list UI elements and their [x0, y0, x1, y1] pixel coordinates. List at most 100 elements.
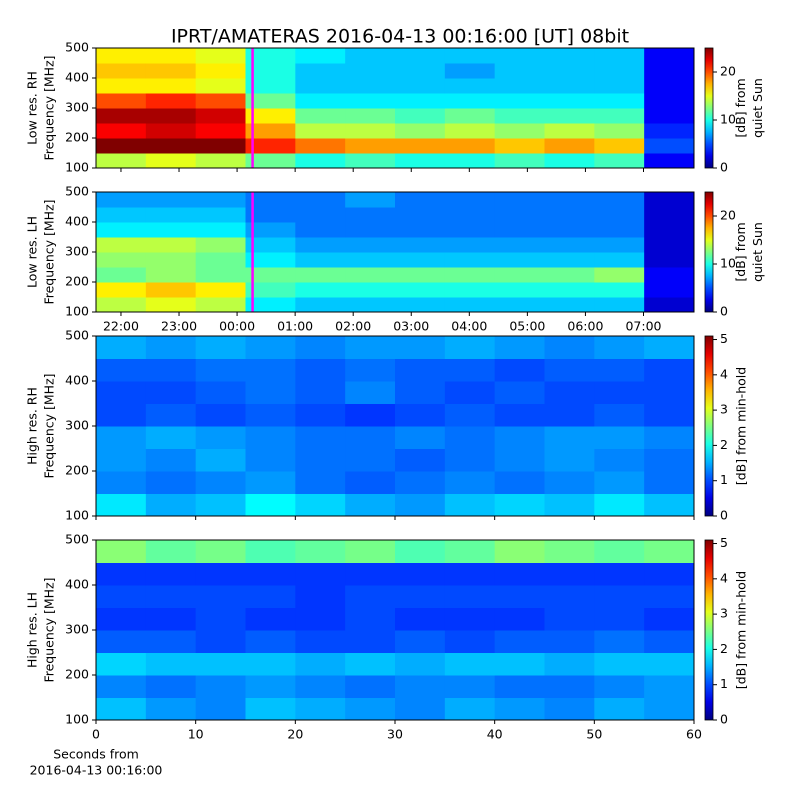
- heatmap-cell: [245, 540, 296, 563]
- y-axis-label: Low res. LH: [25, 216, 40, 288]
- y-axis-label: Frequency [MHz]: [42, 373, 57, 478]
- x-tick-label: 05:00: [509, 319, 545, 334]
- heatmap-cell: [644, 381, 695, 404]
- heatmap-cell: [295, 93, 346, 109]
- heatmap-cell: [145, 63, 197, 79]
- y-axis-label: Frequency [MHz]: [42, 199, 57, 304]
- colorbar-tick-label: 3: [720, 402, 728, 417]
- heatmap-cell: [345, 630, 396, 653]
- heatmap-cell: [544, 78, 595, 94]
- x-tick-label: 04:00: [451, 319, 487, 334]
- heatmap-cell: [96, 267, 147, 283]
- heatmap-cell: [594, 493, 645, 517]
- heatmap-cell: [295, 607, 346, 631]
- heatmap-cell: [245, 471, 296, 494]
- heatmap-cell: [345, 697, 396, 721]
- heatmap-cell: [644, 123, 695, 139]
- heatmap-cell: [195, 697, 246, 721]
- colorbar: [704, 191, 714, 313]
- heatmap-cell: [295, 540, 346, 563]
- heatmap-cell: [245, 252, 296, 268]
- heatmap-cell: [594, 297, 645, 313]
- heatmap-cell: [345, 607, 396, 631]
- chart-title: IPRT/AMATERAS 2016-04-13 00:16:00 [UT] 0…: [171, 26, 629, 48]
- heatmap-cell: [444, 138, 496, 154]
- heatmap-cell: [145, 252, 197, 268]
- heatmap-cell: [395, 585, 446, 608]
- heatmap-cell: [544, 252, 595, 268]
- heatmap-cell: [494, 222, 545, 238]
- colorbar: [704, 539, 714, 721]
- heatmap-cell: [345, 138, 396, 154]
- heatmap-cell: [295, 123, 346, 139]
- heatmap-cell: [644, 93, 695, 109]
- heatmap-cell: [145, 267, 197, 283]
- heatmap-cell: [345, 493, 396, 517]
- heatmap-cell: [195, 403, 246, 427]
- heatmap-cell: [444, 336, 496, 359]
- heatmap-cell: [295, 493, 346, 517]
- heatmap-cell: [544, 222, 595, 238]
- heatmap-cell: [245, 493, 296, 517]
- x-tick-label: 0: [92, 727, 100, 742]
- heatmap-cell: [145, 652, 197, 676]
- heatmap-cell: [395, 358, 446, 382]
- heatmap-cell: [644, 697, 695, 721]
- heatmap-cell: [494, 652, 545, 676]
- heatmap-cell: [395, 426, 446, 449]
- heatmap-cell: [395, 282, 446, 298]
- heatmap-cell: [96, 403, 147, 427]
- heatmap-cell: [245, 448, 296, 472]
- heatmap-cell: [96, 297, 147, 313]
- heatmap-cell: [295, 585, 346, 608]
- heatmap-cell: [295, 675, 346, 698]
- heatmap-cell: [644, 78, 695, 94]
- heatmap-cell: [245, 108, 296, 124]
- heatmap-cell: [295, 562, 346, 586]
- colorbar-tick-label: 10: [720, 256, 736, 271]
- heatmap-cell: [544, 93, 595, 109]
- heatmap-cell: [295, 471, 346, 494]
- heatmap-cell: [96, 607, 147, 631]
- heatmap-cell: [444, 675, 496, 698]
- heatmap-cell: [96, 222, 147, 238]
- heatmap-cell: [444, 403, 496, 427]
- heatmap-cell: [395, 192, 446, 208]
- heatmap-cell: [494, 493, 545, 517]
- heatmap-cell: [145, 222, 197, 238]
- heatmap-cell: [345, 252, 396, 268]
- heatmap-cell: [245, 267, 296, 283]
- colorbar-label: quiet Sun: [750, 222, 765, 282]
- heatmap-cell: [345, 48, 396, 64]
- heatmap-cell: [245, 562, 296, 586]
- heatmap-cell: [145, 585, 197, 608]
- heatmap-cell: [594, 630, 645, 653]
- colorbar-tick-label: 2: [720, 437, 728, 452]
- heatmap-cell: [594, 585, 645, 608]
- heatmap-cell: [644, 585, 695, 608]
- heatmap-cell: [644, 562, 695, 586]
- heatmap-cell: [644, 222, 695, 238]
- heatmap-cell: [145, 403, 197, 427]
- heatmap-cell: [145, 426, 197, 449]
- heatmap-cell: [96, 48, 147, 64]
- y-axis-label: Frequency [MHz]: [42, 55, 57, 160]
- heatmap-cell: [395, 697, 446, 721]
- heatmap-cell: [245, 237, 296, 253]
- heatmap-cell: [494, 540, 545, 563]
- heatmap-cell: [544, 697, 595, 721]
- heatmap-cell: [444, 282, 496, 298]
- heatmap-cell: [145, 381, 197, 404]
- heatmap-cell: [245, 48, 296, 64]
- heatmap-cell: [395, 252, 446, 268]
- heatmap-cell: [395, 607, 446, 631]
- heatmap-cell: [494, 237, 545, 253]
- heatmap-cell: [145, 607, 197, 631]
- heatmap-cell: [444, 222, 496, 238]
- heatmap-cell: [594, 403, 645, 427]
- y-tick-label: 200: [65, 667, 89, 682]
- heatmap-cell: [245, 78, 296, 94]
- heatmap-cell: [395, 336, 446, 359]
- heatmap-cell: [544, 585, 595, 608]
- heatmap-cell: [594, 607, 645, 631]
